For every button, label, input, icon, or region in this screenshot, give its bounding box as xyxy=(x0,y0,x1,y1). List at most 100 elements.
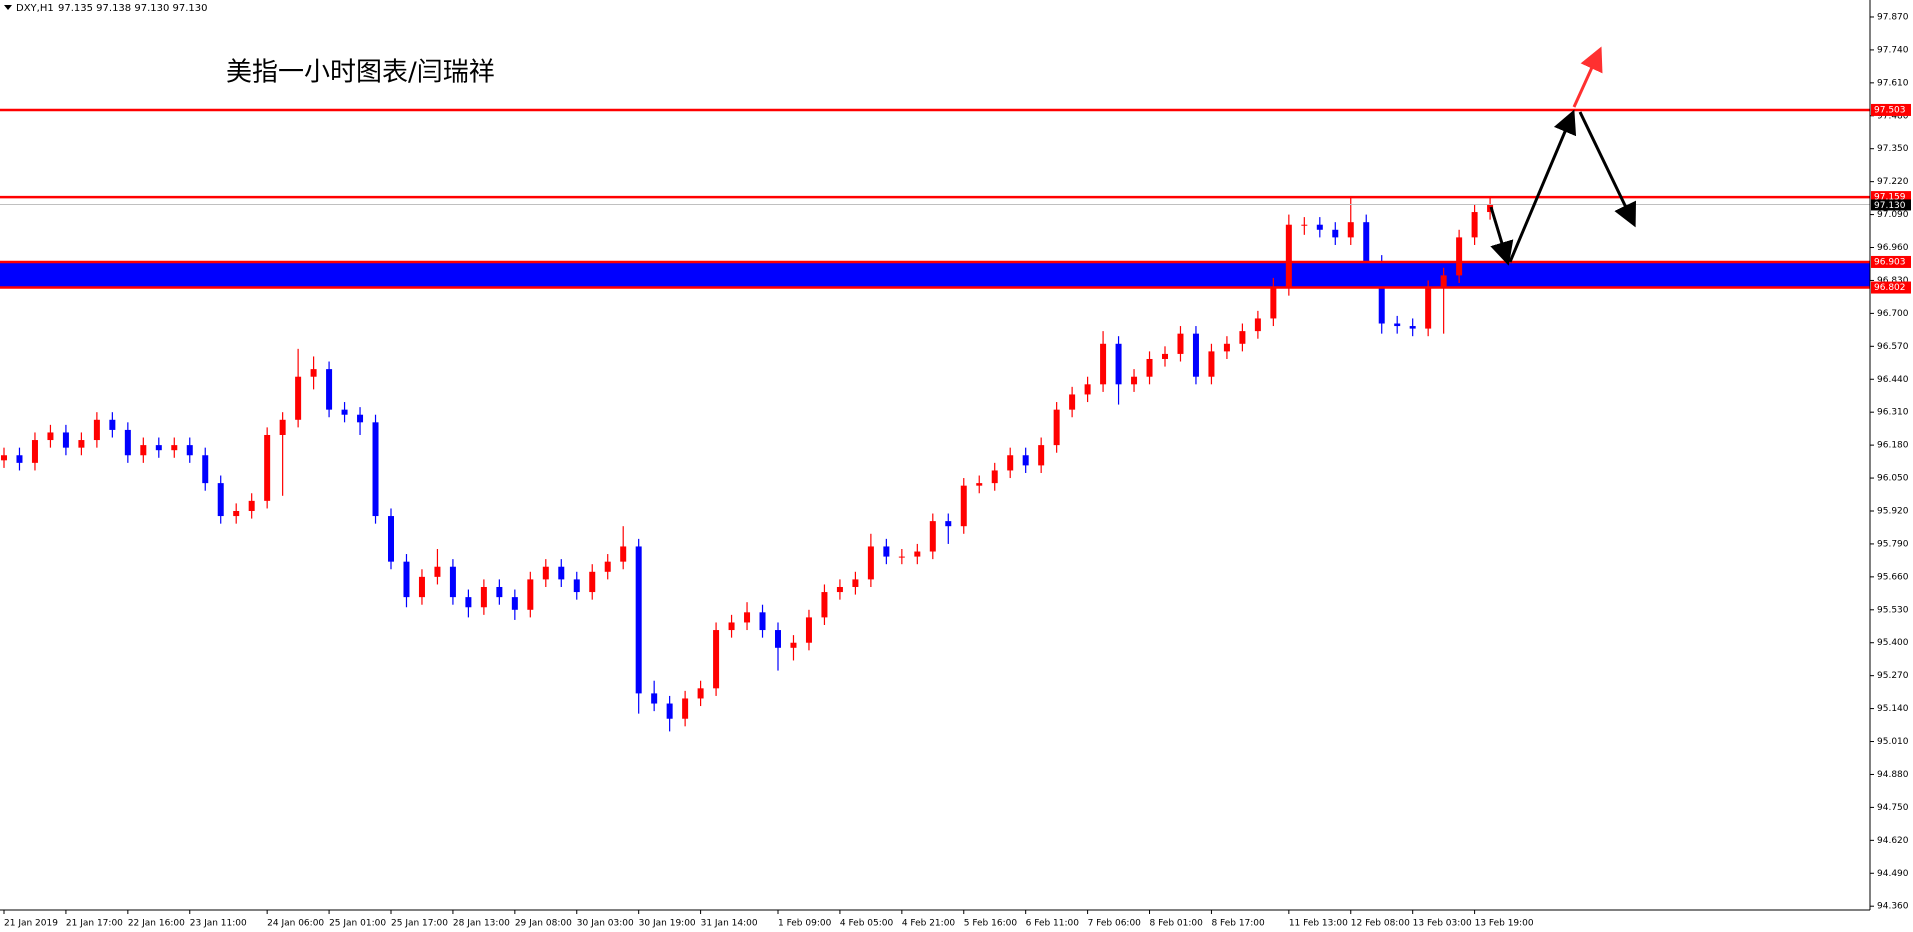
candle-body xyxy=(1162,353,1168,359)
candle-body xyxy=(93,419,100,441)
candle-body xyxy=(759,612,766,631)
annotation-arrows xyxy=(1489,46,1636,266)
y-tick-label: 97.090 xyxy=(1877,210,1909,220)
candle-body xyxy=(929,521,936,552)
quote: 97.135 97.138 97.130 97.130 xyxy=(58,3,208,14)
candle-body xyxy=(1394,323,1401,327)
y-tick-label: 95.010 xyxy=(1877,737,1909,747)
candle-body xyxy=(744,612,751,623)
candle-body xyxy=(1301,224,1308,226)
candle-body xyxy=(171,445,178,451)
y-tick-label: 94.750 xyxy=(1877,803,1909,813)
candle-body xyxy=(775,630,781,648)
y-tick-label: 97.350 xyxy=(1877,144,1909,154)
y-tick-label: 96.050 xyxy=(1877,474,1909,484)
candle-body xyxy=(1239,331,1246,344)
candle-body xyxy=(434,566,441,577)
y-tick-label: 95.920 xyxy=(1877,506,1909,516)
x-tick-label: 4 Feb 21:00 xyxy=(902,919,956,929)
candle-body xyxy=(620,546,627,562)
candle-body xyxy=(233,510,240,517)
candle-body xyxy=(264,434,271,501)
candle-body xyxy=(217,483,224,517)
candle-body xyxy=(1285,224,1292,289)
y-tick-label: 95.660 xyxy=(1877,572,1909,582)
y-tick-label: 97.480 xyxy=(1877,111,1909,121)
candle-body xyxy=(1332,229,1339,238)
axis-bg xyxy=(1870,0,1913,932)
candle-body xyxy=(295,376,302,420)
x-tick-label: 24 Jan 06:00 xyxy=(267,919,324,929)
y-tick-label: 94.620 xyxy=(1877,836,1909,846)
candle-body xyxy=(1409,326,1416,329)
candle-body xyxy=(1115,343,1122,385)
x-tick-label: 8 Feb 01:00 xyxy=(1150,919,1204,929)
y-tick-label: 95.140 xyxy=(1877,704,1909,714)
candle-body xyxy=(1022,455,1029,466)
candle-body xyxy=(124,429,131,456)
x-tick-label: 31 Jan 14:00 xyxy=(701,919,758,929)
candle-body xyxy=(589,571,596,593)
candle-body xyxy=(1084,384,1091,395)
y-tick-label: 97.610 xyxy=(1877,78,1909,88)
x-tick-label: 13 Feb 03:00 xyxy=(1413,919,1472,929)
candle-body xyxy=(527,579,534,610)
x-tick-label: 11 Feb 13:00 xyxy=(1289,919,1348,929)
candle-body xyxy=(357,414,364,423)
candle-body xyxy=(1347,222,1354,238)
candle-body xyxy=(682,698,689,719)
candle-body xyxy=(1254,318,1261,332)
candle-body xyxy=(883,546,890,557)
candle-body xyxy=(403,561,410,598)
level-label-bg xyxy=(1871,255,1911,268)
candle-body xyxy=(341,409,348,415)
candle-body xyxy=(78,440,85,448)
level-label: 96.802 xyxy=(1874,283,1906,293)
level-label-bg xyxy=(1871,281,1911,294)
candle-body xyxy=(1007,455,1014,471)
y-tick-label: 94.490 xyxy=(1877,869,1909,879)
candle-body xyxy=(372,422,379,517)
y-tick-label: 96.570 xyxy=(1877,342,1909,352)
candle-body xyxy=(496,586,503,598)
candle-body xyxy=(713,630,720,689)
y-tick-label: 96.830 xyxy=(1877,276,1909,286)
candle-body xyxy=(1378,262,1385,324)
candle-body xyxy=(1223,343,1230,352)
menu-icon[interactable] xyxy=(4,5,12,10)
y-tick-label: 97.870 xyxy=(1877,12,1909,22)
candle-body xyxy=(542,566,549,580)
x-tick-label: 30 Jan 03:00 xyxy=(577,919,634,929)
candle-body xyxy=(47,432,54,441)
candle-body xyxy=(805,617,812,643)
y-tick-label: 97.740 xyxy=(1877,45,1909,55)
candle-body xyxy=(991,470,998,484)
candle-body xyxy=(140,445,147,456)
x-tick-label: 7 Feb 06:00 xyxy=(1088,919,1142,929)
candle-body xyxy=(867,546,874,580)
candle-body xyxy=(1440,275,1447,289)
x-tick-label: 13 Feb 19:00 xyxy=(1475,919,1534,929)
y-tick-label: 96.440 xyxy=(1877,375,1909,385)
candle-body xyxy=(418,576,425,598)
y-tick-label: 96.180 xyxy=(1877,441,1909,451)
candle-body xyxy=(697,688,704,699)
x-tick-label: 22 Jan 16:00 xyxy=(128,919,185,929)
x-tick-label: 1 Feb 09:00 xyxy=(778,919,832,929)
y-tick-label: 97.220 xyxy=(1877,177,1909,187)
candle-body xyxy=(728,622,735,631)
x-tick-label: 25 Jan 01:00 xyxy=(329,919,386,929)
candle-body xyxy=(1270,288,1277,319)
symbol: DXY,H1 xyxy=(16,3,54,14)
candle-body xyxy=(186,445,193,456)
candle-body xyxy=(326,369,333,410)
candle-body xyxy=(449,566,456,598)
candle-body xyxy=(651,693,658,704)
current-price-label: 97.130 xyxy=(1874,201,1906,211)
candle-body xyxy=(836,586,843,593)
candle-body xyxy=(1471,212,1478,238)
candle-body xyxy=(1208,351,1215,377)
level-label: 97.159 xyxy=(1874,193,1906,203)
candle-body xyxy=(1177,333,1184,354)
